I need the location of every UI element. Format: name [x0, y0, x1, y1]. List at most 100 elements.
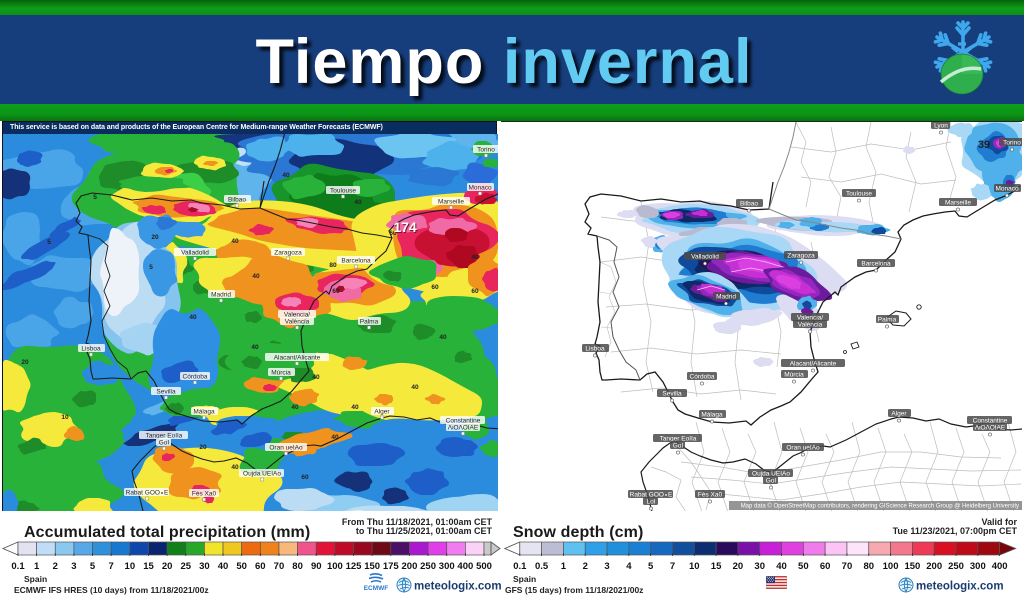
- svg-text:40: 40: [411, 384, 419, 391]
- svg-text:175: 175: [383, 561, 400, 572]
- svg-text:2: 2: [53, 561, 58, 572]
- svg-text:40: 40: [312, 374, 320, 381]
- svg-text:500: 500: [476, 561, 492, 572]
- svg-text:10: 10: [689, 561, 700, 572]
- svg-text:5: 5: [149, 264, 153, 271]
- svg-text:150: 150: [904, 561, 920, 572]
- svg-text:5: 5: [648, 561, 654, 572]
- svg-text:50: 50: [236, 561, 247, 572]
- svg-text:Map data © OpenStreetMap contr: Map data © OpenStreetMap contributors, r…: [741, 503, 1019, 510]
- svg-text:40: 40: [189, 314, 197, 321]
- svg-text:Oran ueIAo: Oran ueIAo: [269, 445, 303, 452]
- svg-text:Palma: Palma: [360, 319, 379, 326]
- svg-text:Constantine: Constantine: [973, 418, 1008, 425]
- svg-text:Barcelona: Barcelona: [861, 261, 891, 268]
- svg-text:Rabat GOO∘E: Rabat GOO∘E: [126, 490, 169, 497]
- svg-text:Palma: Palma: [878, 317, 897, 324]
- svg-text:40: 40: [439, 334, 447, 341]
- svg-text:40: 40: [471, 254, 479, 261]
- svg-text:10: 10: [125, 561, 136, 572]
- svg-text:Marseille: Marseille: [945, 200, 971, 207]
- svg-text:Lisboa: Lisboa: [81, 346, 101, 353]
- svg-text:300: 300: [439, 561, 455, 572]
- svg-text:40: 40: [354, 199, 362, 206]
- svg-text:125: 125: [346, 561, 363, 572]
- svg-text:40: 40: [231, 238, 239, 245]
- svg-text:Monaco: Monaco: [995, 186, 1019, 193]
- svg-text:60: 60: [431, 284, 439, 291]
- svg-text:2: 2: [583, 561, 588, 572]
- svg-text:20: 20: [733, 561, 744, 572]
- svg-text:València: València: [285, 319, 310, 326]
- svg-text:7: 7: [109, 561, 114, 572]
- svg-text:Toulouse: Toulouse: [846, 191, 872, 198]
- svg-text:meteologix.com: meteologix.com: [916, 581, 1004, 593]
- svg-text:Málaga: Málaga: [193, 409, 215, 416]
- svg-text:meteologix.com: meteologix.com: [414, 581, 502, 593]
- svg-text:GoI: GoI: [673, 443, 684, 450]
- svg-text:200: 200: [402, 561, 418, 572]
- svg-text:300: 300: [970, 561, 986, 572]
- svg-text:100: 100: [883, 561, 899, 572]
- svg-text:39: 39: [978, 139, 990, 151]
- svg-text:ΛιΟΛΟΙΑΕ: ΛιΟΛΟΙΑΕ: [448, 425, 479, 432]
- svg-text:25: 25: [180, 561, 191, 572]
- svg-text:174: 174: [393, 219, 417, 235]
- svg-text:ECMWF: ECMWF: [364, 585, 389, 592]
- svg-text:GoI: GoI: [159, 440, 170, 447]
- svg-text:250: 250: [420, 561, 436, 572]
- svg-text:5: 5: [90, 561, 96, 572]
- svg-text:Córdoba: Córdoba: [183, 374, 208, 381]
- svg-text:0.5: 0.5: [535, 561, 549, 572]
- svg-text:3: 3: [604, 561, 609, 572]
- svg-text:5: 5: [47, 239, 51, 246]
- svg-text:40: 40: [282, 172, 290, 179]
- svg-text:400: 400: [457, 561, 473, 572]
- svg-text:Alacant/Alicante: Alacant/Alicante: [790, 361, 837, 368]
- svg-text:0.1: 0.1: [11, 561, 25, 572]
- svg-text:70: 70: [274, 561, 285, 572]
- svg-text:Alger: Alger: [891, 411, 907, 418]
- svg-text:Oran ueIAo: Oran ueIAo: [786, 445, 820, 452]
- svg-text:40: 40: [291, 404, 299, 411]
- svg-text:60: 60: [820, 561, 831, 572]
- svg-text:10: 10: [61, 414, 69, 421]
- svg-text:100: 100: [327, 561, 343, 572]
- svg-text:Madrid: Madrid: [716, 294, 736, 301]
- svg-text:80: 80: [329, 262, 337, 269]
- svg-text:Marseille: Marseille: [438, 199, 464, 206]
- svg-text:Lyon: Lyon: [934, 123, 948, 130]
- svg-text:Múrcia: Múrcia: [271, 370, 291, 377]
- svg-text:40: 40: [351, 404, 359, 411]
- svg-text:Zaragoza: Zaragoza: [274, 250, 302, 257]
- svg-text:Torino: Torino: [1003, 140, 1021, 147]
- svg-text:20: 20: [21, 359, 29, 366]
- svg-text:60: 60: [255, 561, 266, 572]
- svg-text:Valladolid: Valladolid: [181, 250, 209, 257]
- svg-text:Múrcia: Múrcia: [784, 372, 804, 379]
- svg-text:7: 7: [670, 561, 675, 572]
- svg-text:60: 60: [471, 288, 479, 295]
- svg-text:80: 80: [292, 561, 303, 572]
- svg-text:40: 40: [218, 561, 229, 572]
- svg-text:Toulouse: Toulouse: [330, 188, 356, 195]
- svg-text:València: València: [798, 322, 823, 329]
- svg-text:150: 150: [364, 561, 380, 572]
- svg-text:Bilbao: Bilbao: [228, 197, 246, 204]
- svg-text:40: 40: [331, 434, 339, 441]
- svg-text:Barcelona: Barcelona: [341, 258, 371, 265]
- svg-text:80: 80: [863, 561, 874, 572]
- svg-text:Tanger EoIIa: Tanger EoIIa: [146, 433, 183, 440]
- svg-text:Alger: Alger: [374, 409, 390, 416]
- svg-text:40: 40: [251, 344, 259, 351]
- svg-text:Rabat GOO∘E: Rabat GOO∘E: [630, 492, 673, 499]
- svg-text:200: 200: [926, 561, 942, 572]
- svg-text:70: 70: [842, 561, 853, 572]
- svg-text:1: 1: [561, 561, 567, 572]
- svg-text:ΛιΟΛΟΙΑΕ: ΛιΟΛΟΙΑΕ: [975, 425, 1006, 432]
- svg-text:60: 60: [301, 474, 309, 481]
- svg-text:40: 40: [231, 464, 239, 471]
- svg-text:60: 60: [332, 288, 340, 295]
- svg-text:30: 30: [754, 561, 765, 572]
- svg-text:GoI: GoI: [766, 478, 777, 485]
